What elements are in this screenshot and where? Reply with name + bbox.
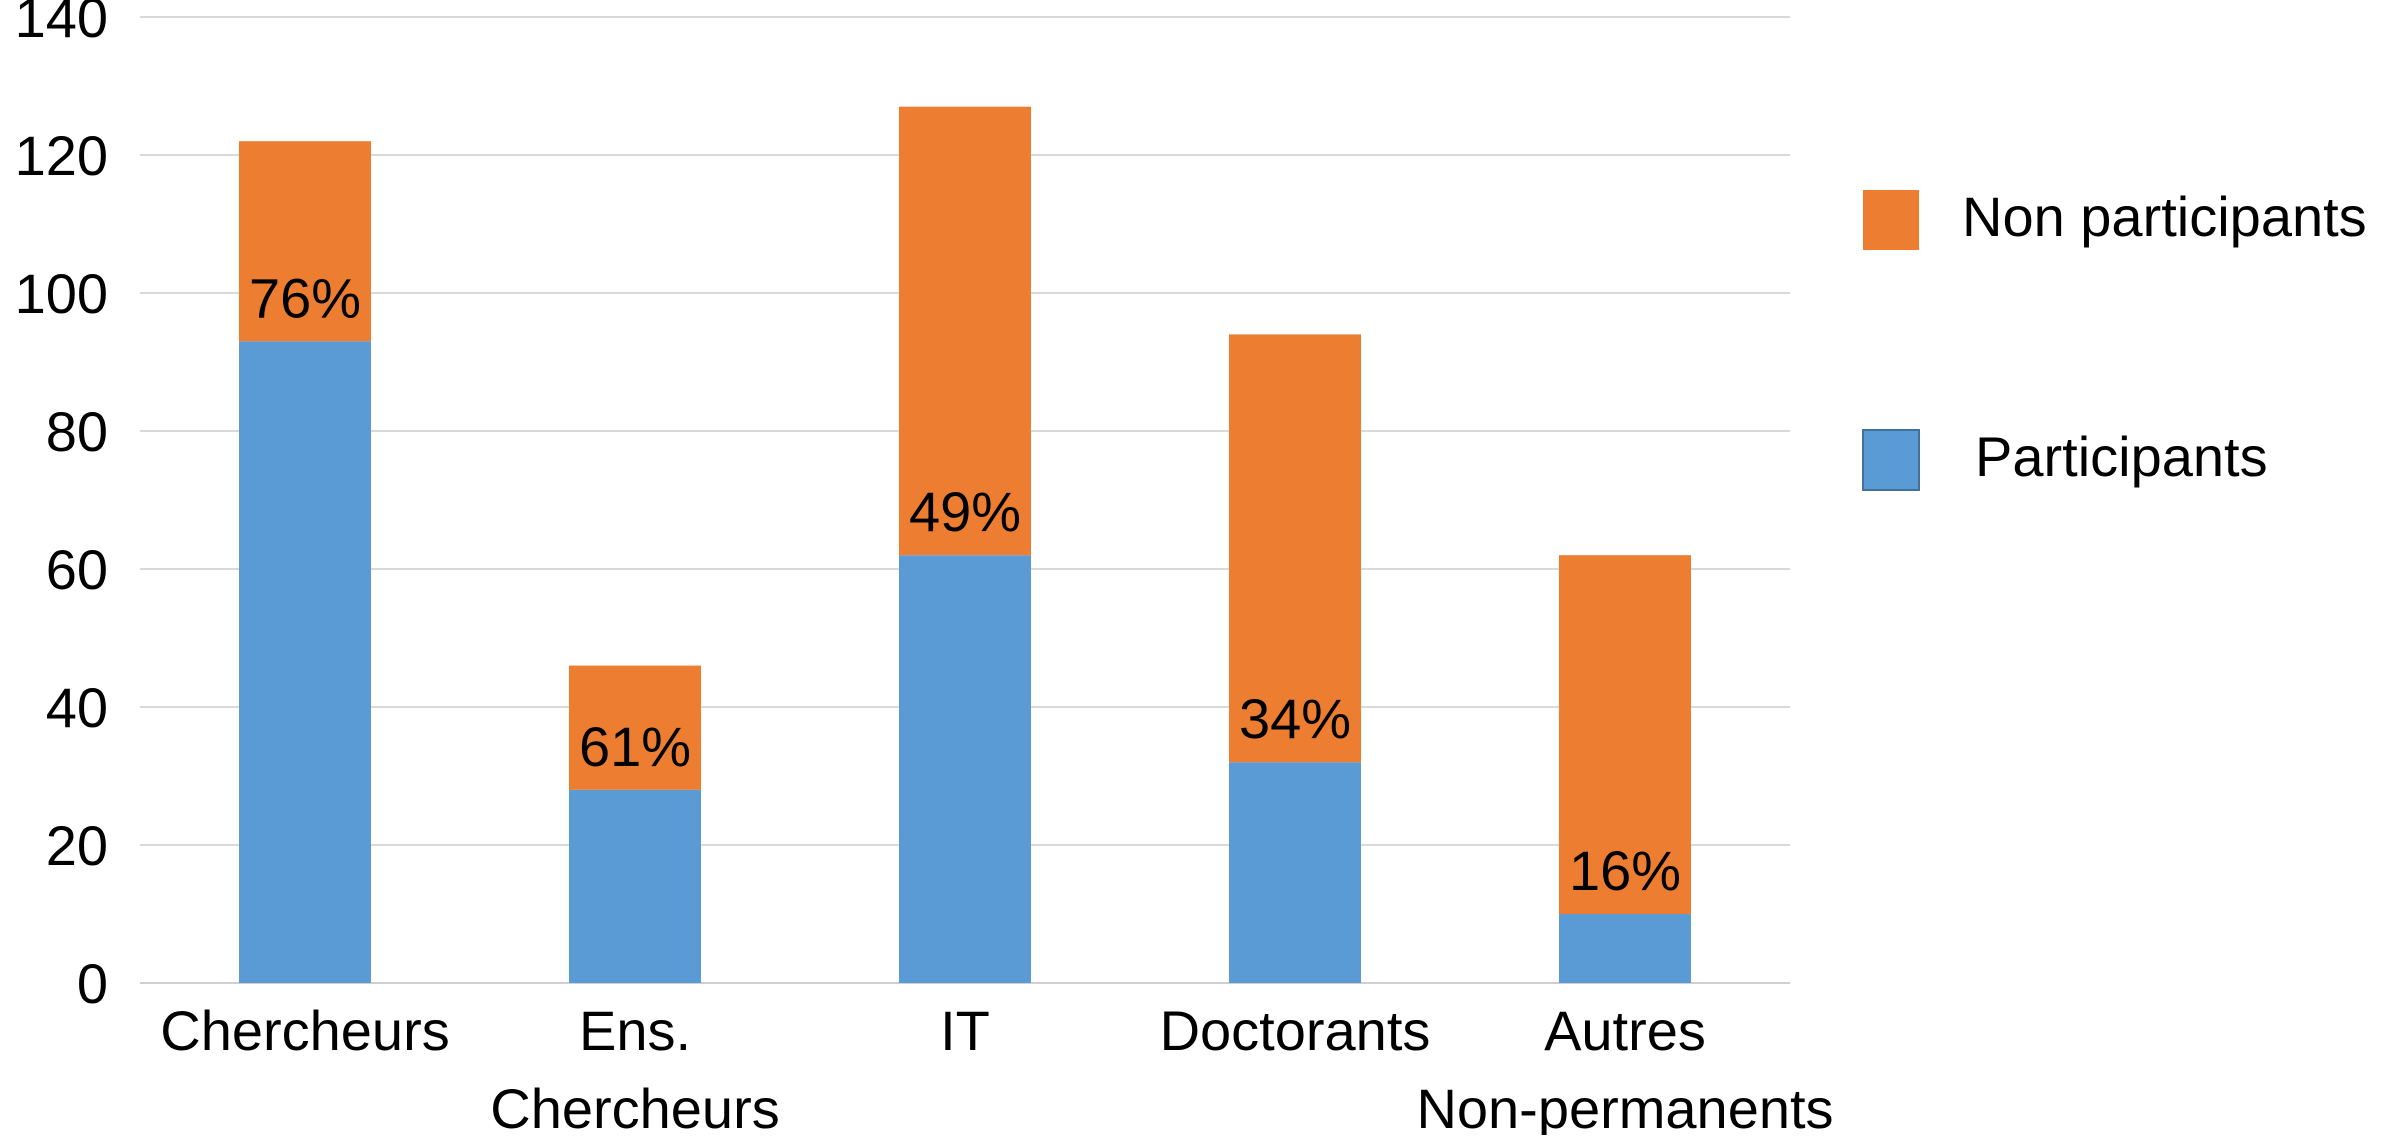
x-tick-label: IT <box>940 999 990 1062</box>
y-tick-label: 140 <box>15 0 108 49</box>
bar-non-participants <box>569 665 701 790</box>
bar-participants <box>1559 914 1691 983</box>
bar-participants <box>1229 762 1361 983</box>
x-tick-label: Autres <box>1544 999 1706 1062</box>
legend-label: Participants <box>1975 425 2268 488</box>
y-tick-label: 20 <box>46 814 108 877</box>
bar-participants <box>899 555 1031 983</box>
x-tick-label: Chercheurs <box>490 1077 779 1135</box>
y-tick-label: 100 <box>15 262 108 325</box>
bar-non-participants <box>1559 555 1691 914</box>
y-tick-label: 40 <box>46 676 108 739</box>
x-tick-label: Doctorants <box>1160 999 1431 1062</box>
y-tick-label: 80 <box>46 400 108 463</box>
y-axis: 0 20 40 60 80 100 120 140 <box>15 0 108 1015</box>
data-label: 16% <box>1569 839 1681 902</box>
legend-swatch <box>1863 190 1919 250</box>
bars <box>239 106 1691 983</box>
bar-non-participants <box>1229 334 1361 763</box>
x-axis: Chercheurs Ens. Chercheurs IT Doctorants Autr… <box>160 999 1833 1140</box>
y-tick-label: 0 <box>77 952 108 1015</box>
y-tick-label: 60 <box>46 538 108 601</box>
data-label: 49% <box>909 480 1021 543</box>
y-tick-label: 120 <box>15 124 108 187</box>
x-tick-label: Non-permanents <box>1416 1077 1833 1135</box>
data-label: 34% <box>1239 687 1351 750</box>
bar-non-participants <box>239 141 371 342</box>
data-labels: 76% 61% 49% 34% 16% <box>249 266 1681 902</box>
legend-swatch <box>1862 429 1920 491</box>
bar-non-participants <box>899 106 1031 556</box>
data-label: 61% <box>579 715 691 778</box>
x-tick-label: Ens. <box>579 999 691 1062</box>
bar-participants <box>569 789 701 983</box>
bar-participants <box>239 341 371 983</box>
data-label: 76% <box>249 266 361 329</box>
legend: Non participants Participants <box>1862 185 2367 491</box>
legend-label: Non participants <box>1962 185 2367 248</box>
x-tick-label: Chercheurs <box>160 999 449 1062</box>
